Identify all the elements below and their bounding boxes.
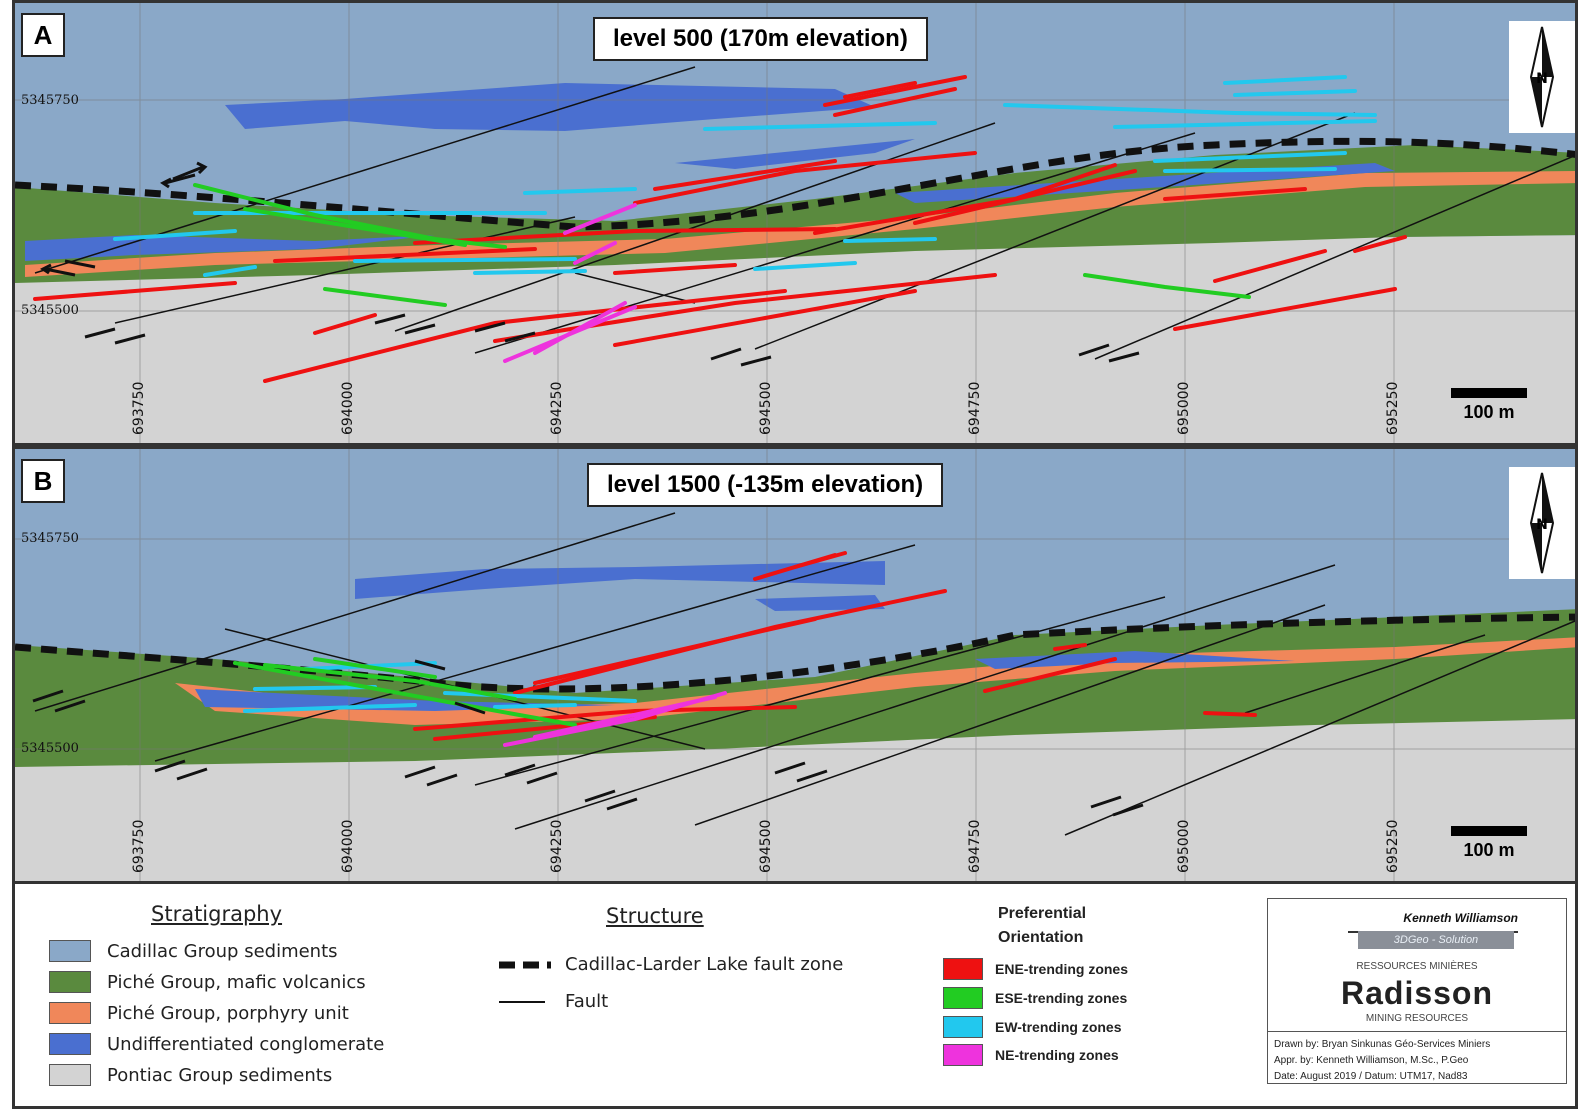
map-panel-b: B level 1500 (-135m elevation) N 5345750…	[12, 446, 1578, 884]
scale-label: 100 m	[1463, 840, 1515, 860]
radisson-top-text: RESSOURCES MINIÈRES	[1356, 961, 1478, 972]
logo-line: 3DGeo - Solution	[1358, 931, 1514, 949]
divider	[1268, 1031, 1566, 1032]
legend-item-pontiac: Pontiac Group sediments	[49, 1064, 332, 1086]
northing-label: 5345750	[21, 531, 79, 546]
panel-label: A	[21, 13, 65, 57]
legend-swatch	[943, 1044, 983, 1066]
northing-label: 5345750	[21, 93, 79, 108]
level-title: level 1500 (-135m elevation)	[587, 463, 944, 507]
easting-label: 694000	[340, 819, 356, 873]
easting-label: 695250	[1385, 381, 1401, 435]
radisson-logo: Radisson	[1340, 975, 1494, 1011]
legend-label: NE-trending zones	[995, 1047, 1119, 1063]
easting-label: 694750	[967, 819, 983, 873]
orientation-heading: Preferential Orientation	[998, 902, 1086, 950]
legend-label: Piché Group, mafic volcanics	[107, 971, 366, 993]
legend-item-ew: EW-trending zones	[943, 1016, 1122, 1038]
legend-item-piche-porphyry: Piché Group, porphyry unit	[49, 1002, 349, 1024]
north-arrow-icon: N	[1509, 467, 1575, 579]
stratigraphy-heading: Stratigraphy	[151, 902, 283, 926]
legend-item-ene: ENE-trending zones	[943, 958, 1128, 980]
scale-bar: 100 m	[1451, 388, 1527, 423]
orientation-heading-line: Preferential	[998, 905, 1087, 922]
easting-label: 695000	[1176, 381, 1192, 435]
orientation-heading-line: Orientation	[998, 929, 1084, 946]
legend-label: Fault	[565, 991, 609, 1012]
legend-swatch	[49, 940, 91, 962]
svg-text:N: N	[1536, 71, 1548, 87]
legend-item-conglomerate: Undifferentiated conglomerate	[49, 1033, 384, 1055]
legend-swatch	[49, 1064, 91, 1086]
date-datum: Date: August 2019 / Datum: UTM17, Nad83	[1274, 1071, 1468, 1082]
legend-item-cadillac: Cadillac Group sediments	[49, 940, 338, 962]
legend-swatch	[943, 1016, 983, 1038]
easting-label: 693750	[131, 819, 147, 873]
legend-item-piche-mafic: Piché Group, mafic volcanics	[49, 971, 366, 993]
legend-label: ENE-trending zones	[995, 961, 1129, 977]
scale-bar: 100 m	[1451, 826, 1527, 861]
map-legend: Stratigraphy Cadillac Group sediments Pi…	[12, 884, 1578, 1109]
map-panel-a-drawing	[15, 3, 1575, 443]
legend-label: Undifferentiated conglomerate	[107, 1033, 385, 1055]
kenneth-williamson-logo: Kenneth Williamson 3DGeo - Solution	[1348, 911, 1528, 955]
easting-label: 694250	[549, 381, 565, 435]
scale-label: 100 m	[1463, 402, 1515, 422]
easting-label: 694000	[340, 381, 356, 435]
credits-box: Kenneth Williamson 3DGeo - Solution RESS…	[1267, 898, 1567, 1084]
legend-label: EW-trending zones	[995, 1019, 1122, 1035]
easting-label: 694500	[758, 381, 774, 435]
map-panel-a: A level 500 (170m elevation) N 5345750 5…	[12, 0, 1578, 446]
legend-label: Piché Group, porphyry unit	[107, 1002, 349, 1024]
northing-label: 5345500	[21, 303, 79, 318]
drawn-by: Drawn by: Bryan Sinkunas Géo-Services Mi…	[1274, 1039, 1491, 1050]
easting-label: 694500	[758, 819, 774, 873]
legend-swatch	[49, 1002, 91, 1024]
level-title: level 500 (170m elevation)	[593, 17, 928, 61]
legend-label: Cadillac Group sediments	[107, 940, 338, 962]
easting-label: 693750	[131, 381, 147, 435]
easting-label: 695250	[1385, 819, 1401, 873]
legend-label: Pontiac Group sediments	[107, 1064, 333, 1086]
panel-label: B	[21, 459, 65, 503]
legend-swatch	[49, 1033, 91, 1055]
legend-item-fault-zone: Cadillac-Larder Lake fault zone	[499, 954, 843, 975]
legend-item-ne: NE-trending zones	[943, 1044, 1119, 1066]
svg-text:N: N	[1536, 517, 1548, 533]
easting-label: 694250	[549, 819, 565, 873]
legend-swatch	[943, 987, 983, 1009]
legend-item-fault: Fault	[499, 991, 608, 1012]
legend-label: Cadillac-Larder Lake fault zone	[565, 954, 844, 975]
legend-label: ESE-trending zones	[995, 990, 1128, 1006]
north-arrow-icon: N	[1509, 21, 1575, 133]
structure-heading: Structure	[606, 904, 704, 928]
northing-label: 5345500	[21, 741, 79, 756]
legend-item-ese: ESE-trending zones	[943, 987, 1127, 1009]
legend-swatch	[943, 958, 983, 980]
legend-swatch	[49, 971, 91, 993]
approved-by: Appr. by: Kenneth Williamson, M.Sc., P.G…	[1274, 1055, 1469, 1066]
map-panel-b-drawing	[15, 449, 1575, 881]
logo-line: Kenneth Williamson	[1348, 911, 1518, 933]
radisson-bottom-text: MINING RESOURCES	[1365, 1013, 1469, 1024]
easting-label: 694750	[967, 381, 983, 435]
easting-label: 695000	[1176, 819, 1192, 873]
solid-line-icon	[499, 1000, 545, 1003]
dashed-line-icon	[499, 961, 551, 968]
